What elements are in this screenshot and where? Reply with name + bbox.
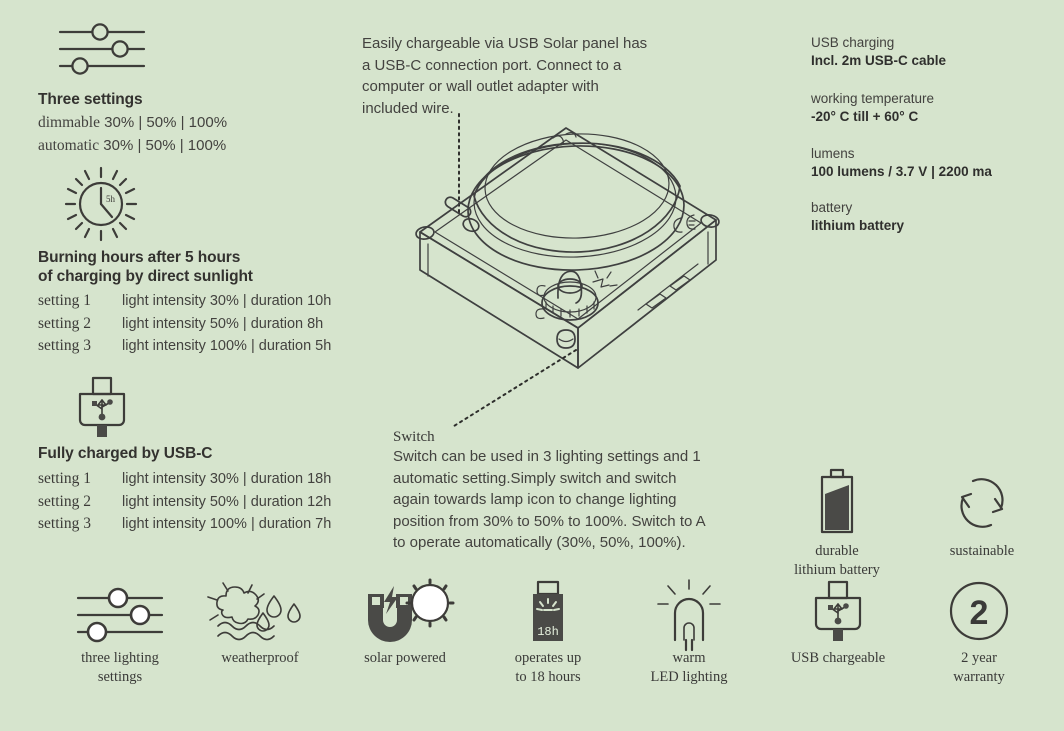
badge-weatherproof: weatherproof <box>185 580 335 668</box>
three-settings-heading: Three settings <box>38 91 143 108</box>
automatic-lead: automatic <box>38 136 100 154</box>
badge-caption-line1: sustainable <box>949 543 1015 559</box>
badge-2-year-warranty: 2 2 year warranty <box>904 580 1054 686</box>
badge-caption-line1: durable <box>815 543 859 559</box>
spec-label: lumens <box>811 146 855 161</box>
switch-heading: Switch <box>393 429 435 445</box>
switch-toggle <box>535 270 618 321</box>
spec-value: Incl. 2m USB-C cable <box>811 53 947 68</box>
table-row: setting 1 light intensity 30% | duration… <box>38 290 331 313</box>
spec-lumens: lumens 100 lumens / 3.7 V | 2200 ma <box>811 145 992 181</box>
usb-callout-text: Easily chargeable via USB Solar panel ha… <box>362 35 648 117</box>
spec-label: USB charging <box>811 35 895 50</box>
table-row: setting 3 light intensity 100% | duratio… <box>38 513 331 536</box>
badge-solar-powered: solar powered <box>330 578 480 668</box>
weatherproof-icon <box>185 580 335 642</box>
spec-usb-charging: USB charging Incl. 2m USB-C cable <box>811 34 946 70</box>
table-row: setting 1 light intensity 30% | duration… <box>38 468 331 491</box>
recycle-arrows-icon <box>902 468 1062 534</box>
switch-body-text: Switch can be used in 3 lighting setting… <box>393 448 705 551</box>
setting-detail: light intensity 100% | duration 5h <box>122 338 332 354</box>
badge-caption-line2: to 18 hours <box>515 668 581 685</box>
usb-plug-icon <box>763 580 913 642</box>
setting-label: setting 3 <box>38 515 91 532</box>
spec-value: 100 lumens / 3.7 V | 2200 ma <box>811 164 992 179</box>
three-sliders-icon <box>56 22 148 76</box>
badge-caption-line2: LED lighting <box>650 668 728 685</box>
badge-caption-line1: 2 year <box>961 650 997 666</box>
badge-caption-line1: USB chargeable <box>790 650 886 666</box>
setting-label: setting 1 <box>38 470 91 487</box>
badge-caption-line1: three lighting <box>81 650 159 666</box>
setting-detail: light intensity 100% | duration 7h <box>122 516 332 532</box>
battery-18h-icon: 18h <box>473 580 623 642</box>
badge-caption-line1: operates up <box>514 650 582 666</box>
three-settings-lines: dimmable 30% | 50% | 100% automatic 30% … <box>38 112 227 157</box>
solar-lamp-illustration <box>398 120 738 420</box>
burning-hours-heading-line2: of charging by direct sunlight <box>38 268 253 285</box>
badge-warm-led-lighting: warm LED lighting <box>614 579 764 686</box>
spec-value: lithium battery <box>811 218 905 233</box>
burning-hours-rows: setting 1 light intensity 30% | duration… <box>38 290 331 358</box>
setting-label: setting 2 <box>38 314 91 332</box>
badge-caption-line2: settings <box>97 668 143 685</box>
spec-value: -20° C till + 60° C <box>811 109 919 124</box>
switch-callout-leader <box>453 349 577 427</box>
spec-label: working temperature <box>811 91 935 106</box>
badge-three-lighting-settings: three lighting settings <box>45 580 195 686</box>
usb-callout-leader <box>458 113 460 217</box>
sun-clock-5h-icon: 5h <box>62 166 140 242</box>
automatic-row: automatic 30% | 50% | 100% <box>38 135 227 158</box>
badge-caption-line1: weatherproof <box>221 650 299 666</box>
usb-plug-icon <box>72 376 132 438</box>
badge-durable-battery: durable lithium battery <box>757 468 917 579</box>
usb-charged-rows: setting 1 light intensity 30% | duration… <box>38 468 331 536</box>
setting-detail: light intensity 30% | duration 10h <box>122 293 332 309</box>
spec-working-temperature: working temperature -20° C till + 60° C <box>811 90 934 126</box>
setting-detail: light intensity 30% | duration 18h <box>122 471 332 487</box>
burning-hours-heading: Burning hours after 5 hours of charging … <box>38 248 253 286</box>
burning-hours-heading-line1: Burning hours after 5 hours <box>38 249 241 266</box>
table-row: setting 2 light intensity 50% | duration… <box>38 313 331 336</box>
badge-caption-line2: warranty <box>953 668 1005 685</box>
usb-port-slot <box>444 196 472 218</box>
dimmable-row: dimmable 30% | 50% | 100% <box>38 112 227 135</box>
badge-operates-18-hours: 18h operates up to 18 hours <box>473 580 623 686</box>
badge-caption-line1: warm <box>672 650 706 666</box>
badge-sustainable: sustainable <box>902 468 1062 561</box>
solar-magnet-icon <box>330 578 480 642</box>
setting-label: setting 1 <box>38 292 91 309</box>
table-row: setting 2 light intensity 50% | duration… <box>38 491 331 514</box>
badge-usb-chargeable: USB chargeable <box>763 580 913 668</box>
setting-label: setting 3 <box>38 337 91 354</box>
spec-label: battery <box>811 200 853 215</box>
warranty-circle-icon: 2 <box>904 580 1054 642</box>
setting-detail: light intensity 50% | duration 8h <box>122 315 324 332</box>
dimmable-lead: dimmable <box>38 114 100 131</box>
sun-clock-hours-text: 5h <box>106 194 116 204</box>
table-row: setting 3 light intensity 100% | duratio… <box>38 335 331 358</box>
spec-battery: battery lithium battery <box>811 199 904 235</box>
automatic-values: 30% | 50% | 100% <box>99 136 227 154</box>
led-bulb-icon <box>614 579 764 652</box>
battery-filled-icon <box>757 468 917 534</box>
setting-label: setting 2 <box>38 492 91 510</box>
badge-caption-line1: solar powered <box>364 650 446 666</box>
dimmable-values: 30% | 50% | 100% <box>100 114 228 131</box>
usb-charged-heading: Fully charged by USB-C <box>38 445 213 462</box>
warranty-years-text: 2 <box>970 594 989 632</box>
badge-caption-line2: lithium battery <box>794 561 880 578</box>
three-sliders-icon <box>45 580 195 643</box>
battery-hours-text: 18h <box>537 625 559 639</box>
setting-detail: light intensity 50% | duration 12h <box>122 493 332 510</box>
